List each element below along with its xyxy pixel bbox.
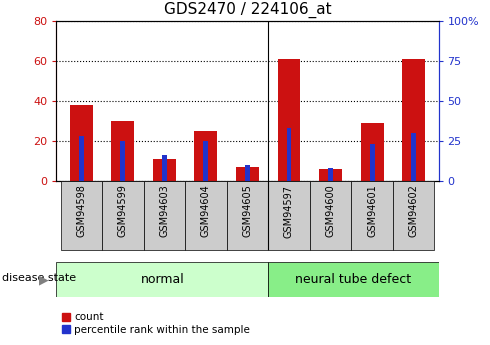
Title: GDS2470 / 224106_at: GDS2470 / 224106_at: [164, 2, 331, 18]
Bar: [70, 105, 93, 181]
FancyBboxPatch shape: [268, 262, 439, 297]
Text: GSM94597: GSM94597: [284, 185, 294, 238]
FancyBboxPatch shape: [102, 181, 144, 250]
Bar: [121, 141, 125, 181]
Bar: [162, 156, 167, 181]
FancyBboxPatch shape: [56, 262, 268, 297]
Legend: count, percentile rank within the sample: count, percentile rank within the sample: [62, 312, 250, 335]
Bar: [277, 59, 300, 181]
Text: GSM94599: GSM94599: [118, 185, 128, 237]
Text: neural tube defect: neural tube defect: [295, 273, 412, 286]
Bar: [236, 167, 259, 181]
FancyBboxPatch shape: [268, 181, 310, 250]
Bar: [319, 169, 342, 181]
FancyBboxPatch shape: [351, 181, 393, 250]
Bar: [369, 144, 374, 181]
Text: disease state: disease state: [2, 273, 76, 283]
FancyBboxPatch shape: [227, 181, 268, 250]
Bar: [287, 128, 292, 181]
FancyBboxPatch shape: [60, 181, 102, 250]
FancyBboxPatch shape: [144, 181, 185, 250]
Text: GSM94603: GSM94603: [159, 185, 170, 237]
Bar: [361, 123, 384, 181]
Text: GSM94601: GSM94601: [367, 185, 377, 237]
Text: GSM94600: GSM94600: [325, 185, 336, 237]
Text: GSM94604: GSM94604: [201, 185, 211, 237]
Text: GSM94598: GSM94598: [76, 185, 86, 237]
Bar: [111, 121, 134, 181]
Bar: [402, 59, 425, 181]
Text: GSM94602: GSM94602: [409, 185, 418, 237]
Text: GSM94605: GSM94605: [243, 185, 252, 237]
Bar: [411, 133, 416, 181]
Bar: [245, 165, 250, 181]
Bar: [79, 136, 84, 181]
Bar: [328, 168, 333, 181]
Text: ▶: ▶: [39, 273, 49, 286]
Text: normal: normal: [141, 273, 184, 286]
Bar: [153, 159, 176, 181]
FancyBboxPatch shape: [185, 181, 227, 250]
Bar: [195, 131, 218, 181]
FancyBboxPatch shape: [310, 181, 351, 250]
Bar: [203, 141, 208, 181]
FancyBboxPatch shape: [393, 181, 435, 250]
